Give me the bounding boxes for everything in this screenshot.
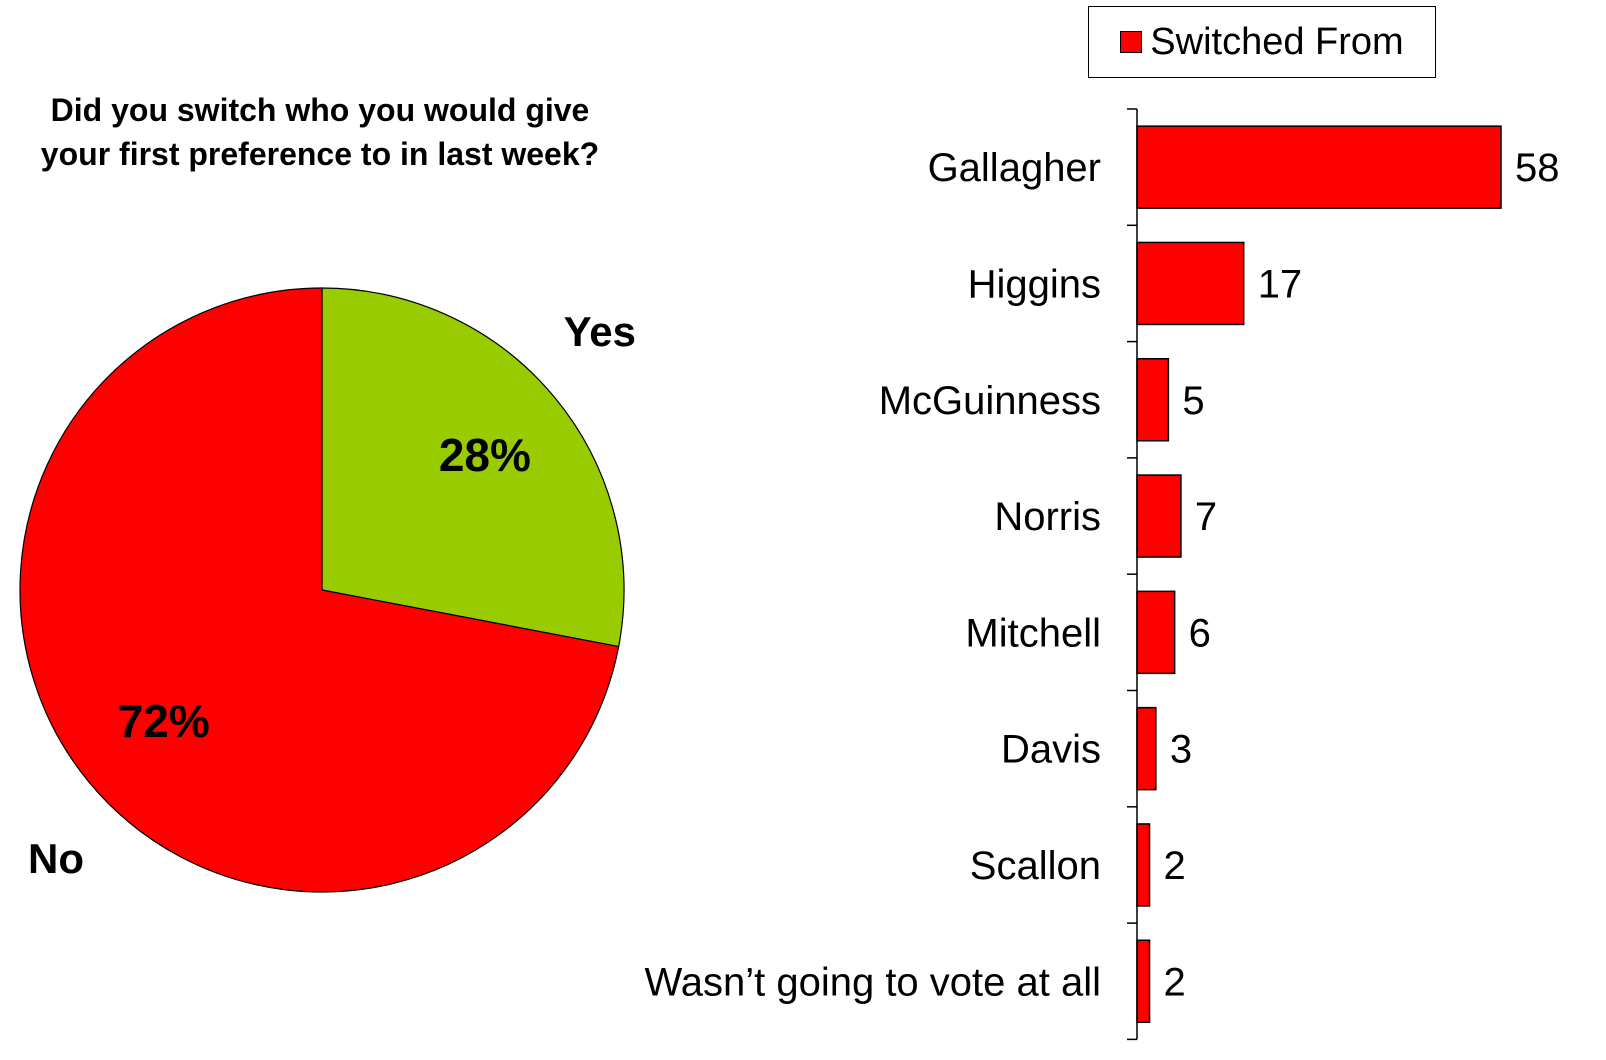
category-label: Davis	[1001, 728, 1101, 772]
category-label: Higgins	[968, 262, 1101, 306]
pie-value-label-yes: 28%	[439, 429, 531, 481]
legend: Switched From	[1088, 6, 1436, 78]
legend-swatch	[1120, 31, 1143, 53]
data-label: 2	[1164, 960, 1186, 1004]
bar	[1136, 241, 1245, 326]
data-label: 2	[1164, 844, 1186, 888]
data-label: 5	[1182, 379, 1204, 423]
bar	[1136, 590, 1176, 675]
data-label: 17	[1258, 262, 1303, 306]
bar	[1136, 125, 1502, 209]
category-label: McGuinness	[879, 379, 1101, 423]
bar	[1136, 706, 1157, 791]
pie-category-label-no: No	[28, 835, 84, 882]
pie-title: Did you switch who you would give your f…	[40, 92, 600, 172]
category-label: Scallon	[970, 844, 1101, 888]
data-label: 7	[1195, 495, 1217, 539]
bar-chart: Gallagher 58 Higgins 17 McGuinness 5 Norris 7 Mi…	[644, 108, 1560, 1041]
category-label: Gallagher	[928, 146, 1101, 190]
data-label: 3	[1170, 728, 1192, 772]
bar	[1136, 474, 1182, 558]
data-label: 6	[1189, 611, 1211, 655]
bar	[1136, 358, 1170, 442]
pie-slice-yes	[321, 287, 625, 648]
category-label: Wasn’t going to vote at all	[644, 960, 1101, 1004]
pie-slice-no	[19, 287, 620, 893]
category-label: Norris	[994, 495, 1101, 539]
category-label: Mitchell	[965, 611, 1101, 655]
pie-chart: 28% Yes 72% No	[19, 287, 636, 893]
bar	[1136, 939, 1151, 1023]
legend-label: Switched From	[1150, 20, 1404, 63]
data-label: 58	[1515, 146, 1560, 190]
pie-category-label-yes: Yes	[564, 308, 636, 355]
bar	[1136, 823, 1151, 907]
pie-value-label-no: 72%	[118, 695, 210, 747]
